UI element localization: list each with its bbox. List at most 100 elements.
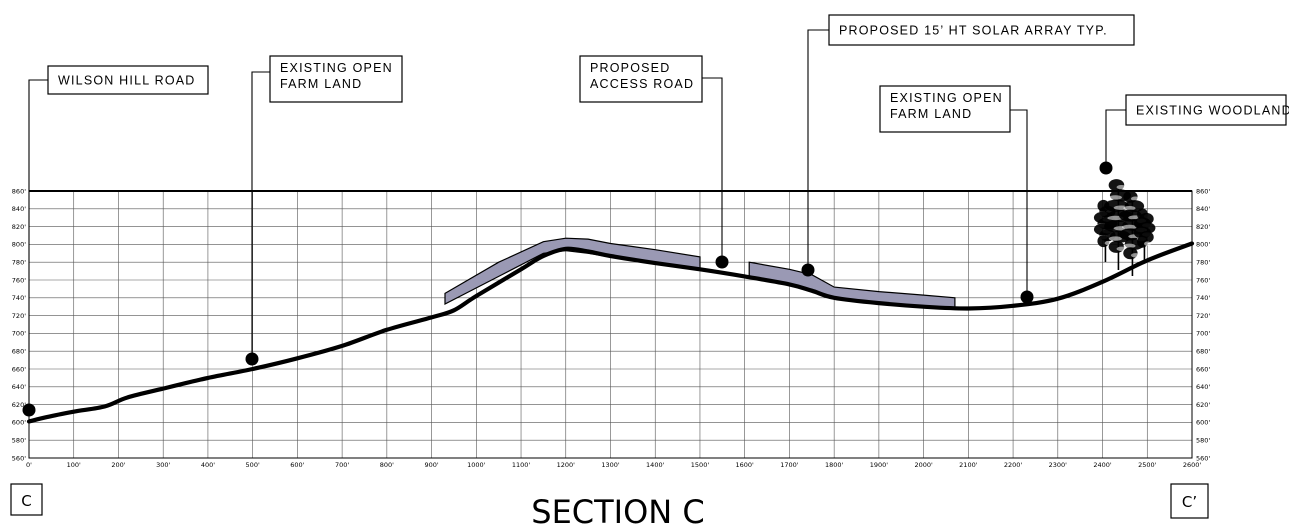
callout-box [1125, 94, 1287, 126]
y-tick-label-left: 820' [12, 223, 26, 231]
elevation-grid [28, 190, 1193, 459]
section-title: SECTION C [531, 493, 705, 529]
x-tick-label: 1700' [780, 461, 799, 469]
y-tick-label-left: 840' [12, 205, 26, 213]
callout-text: EXISTING OPEN [280, 61, 393, 75]
x-tick-label: 1300' [601, 461, 620, 469]
y-tick-label-left: 580' [12, 437, 26, 445]
callout-leader-line [28, 79, 48, 410]
callout-existing-open-farm-land-2: EXISTING OPEN FARM LAND [879, 85, 1034, 304]
x-tick-label: 2600' [1183, 461, 1202, 469]
x-tick-label: 300' [156, 461, 170, 469]
callout-text: ACCESS ROAD [590, 77, 694, 91]
x-tick-label: 2500' [1138, 461, 1157, 469]
callout-dot [801, 263, 815, 277]
y-tick-label-left: 660' [12, 365, 26, 373]
y-tick-label-left: 760' [12, 276, 26, 284]
callout-box [47, 65, 209, 95]
callout-box [828, 14, 1135, 46]
y-tick-label-left: 680' [12, 348, 26, 356]
y-tick-label-right: 560' [1196, 454, 1210, 462]
y-tick-label-left: 600' [12, 419, 26, 427]
callout-text: EXISTING WOODLAND [1136, 104, 1289, 118]
y-tick-label-left: 640' [12, 383, 26, 391]
y-tick-label-left: 860' [12, 187, 26, 195]
callout-dot [22, 403, 36, 417]
section-marker-left: C [21, 492, 31, 510]
x-tick-label: 1800' [825, 461, 844, 469]
axis-tick-labels: 0' 100' 200' 300' 400' 500' 600' 700' 800' 900' 10… [12, 187, 1211, 469]
x-tick-label: 500' [246, 461, 260, 469]
y-tick-label-right: 860' [1196, 187, 1210, 195]
callout-dot [245, 352, 259, 366]
y-tick-label-right: 620' [1196, 401, 1210, 409]
y-tick-label-right: 640' [1196, 383, 1210, 391]
woodland-trees [1093, 179, 1156, 276]
y-tick-label-right: 580' [1196, 437, 1210, 445]
x-tick-label: 700' [335, 461, 349, 469]
y-tick-label-right: 800' [1196, 241, 1210, 249]
y-tick-label-left: 740' [12, 294, 26, 302]
y-tick-label-right: 700' [1196, 330, 1210, 338]
x-tick-label: 1000' [467, 461, 486, 469]
callout-text: FARM LAND [890, 107, 972, 121]
tree-icon [1133, 208, 1156, 262]
callout-leader-line [1105, 109, 1126, 168]
x-tick-label: 900' [424, 461, 438, 469]
y-tick-label-right: 720' [1196, 312, 1210, 320]
y-tick-label-right: 660' [1196, 365, 1210, 373]
callout-box [269, 55, 403, 103]
callout-dot [715, 255, 729, 269]
callout-existing-open-farm-land-1: EXISTING OPEN FARM LAND [245, 55, 403, 366]
y-tick-label-left: 560' [12, 454, 26, 462]
callout-text: FARM LAND [280, 77, 362, 91]
y-tick-label-right: 600' [1196, 419, 1210, 427]
x-tick-label: 2200' [1004, 461, 1023, 469]
y-tick-label-left: 780' [12, 259, 26, 267]
callout-box [579, 55, 703, 103]
x-tick-label: 1900' [870, 461, 889, 469]
callout-layer: WILSON HILL ROAD EXISTING OPEN FARM LAND PR… [22, 14, 1289, 417]
callout-existing-woodland: EXISTING WOODLAND [1099, 94, 1289, 175]
callout-leader-line [702, 77, 723, 262]
callout-text: PROPOSED [590, 61, 670, 75]
y-tick-label-right: 760' [1196, 276, 1210, 284]
x-tick-label: 1100' [512, 461, 531, 469]
x-tick-label: 0' [26, 461, 32, 469]
x-tick-label: 1500' [691, 461, 710, 469]
x-tick-label: 2000' [914, 461, 933, 469]
callout-box [879, 85, 1011, 133]
y-tick-label-right: 780' [1196, 259, 1210, 267]
x-tick-label: 400' [201, 461, 215, 469]
callout-leader-line [1010, 109, 1028, 297]
callout-text: EXISTING OPEN [890, 91, 1003, 105]
y-tick-label-left: 720' [12, 312, 26, 320]
x-tick-label: 1600' [736, 461, 755, 469]
callout-dot [1099, 161, 1113, 175]
callout-wilson-hill-road: WILSON HILL ROAD [22, 65, 209, 417]
x-tick-label: 1200' [557, 461, 576, 469]
callout-text: WILSON HILL ROAD [58, 74, 196, 88]
x-tick-label: 1400' [646, 461, 665, 469]
existing-ground-profile [26, 241, 1195, 424]
y-tick-label-left: 700' [12, 330, 26, 338]
x-tick-label: 2100' [959, 461, 978, 469]
ground-profile-layer [26, 241, 1195, 424]
callout-leader-line [251, 71, 270, 359]
section-marker-left-box [10, 483, 43, 516]
y-tick-label-left: 620' [12, 401, 26, 409]
x-tick-label: 600' [290, 461, 304, 469]
y-tick-label-left: 800' [12, 241, 26, 249]
y-tick-label-right: 840' [1196, 205, 1210, 213]
y-tick-label-right: 820' [1196, 223, 1210, 231]
callout-proposed-access-road: PROPOSED ACCESS ROAD [579, 55, 729, 269]
callout-leader-line [807, 29, 829, 270]
section-marker-right-box [1170, 483, 1209, 519]
callout-proposed-solar-array: PROPOSED 15’ HT SOLAR ARRAY TYP. [801, 14, 1135, 277]
callout-text: PROPOSED 15’ HT SOLAR ARRAY TYP. [839, 24, 1108, 38]
x-tick-label: 2300' [1049, 461, 1068, 469]
x-tick-label: 2400' [1093, 461, 1112, 469]
y-tick-label-right: 740' [1196, 294, 1210, 302]
x-tick-label: 200' [111, 461, 125, 469]
